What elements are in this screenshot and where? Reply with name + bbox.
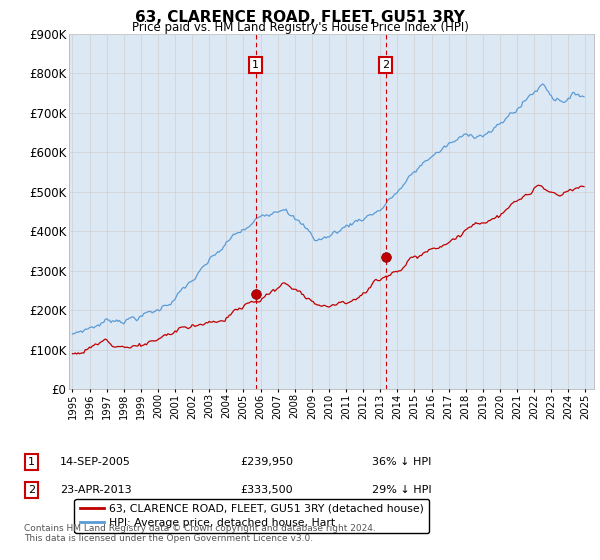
Text: 1: 1 xyxy=(252,60,259,70)
Bar xyxy=(256,34,386,389)
Legend: 63, CLARENCE ROAD, FLEET, GU51 3RY (detached house), HPI: Average price, detache: 63, CLARENCE ROAD, FLEET, GU51 3RY (deta… xyxy=(74,498,430,533)
Text: Contains HM Land Registry data © Crown copyright and database right 2024.
This d: Contains HM Land Registry data © Crown c… xyxy=(24,524,376,543)
Text: 2: 2 xyxy=(28,485,35,495)
Text: Price paid vs. HM Land Registry's House Price Index (HPI): Price paid vs. HM Land Registry's House … xyxy=(131,21,469,34)
Text: 14-SEP-2005: 14-SEP-2005 xyxy=(60,457,131,467)
Text: £239,950: £239,950 xyxy=(240,457,293,467)
Text: 2: 2 xyxy=(382,60,389,70)
Text: 63, CLARENCE ROAD, FLEET, GU51 3RY: 63, CLARENCE ROAD, FLEET, GU51 3RY xyxy=(135,10,465,25)
Text: 29% ↓ HPI: 29% ↓ HPI xyxy=(372,485,431,495)
Text: 36% ↓ HPI: 36% ↓ HPI xyxy=(372,457,431,467)
Text: 1: 1 xyxy=(28,457,35,467)
Text: 23-APR-2013: 23-APR-2013 xyxy=(60,485,131,495)
Text: £333,500: £333,500 xyxy=(240,485,293,495)
